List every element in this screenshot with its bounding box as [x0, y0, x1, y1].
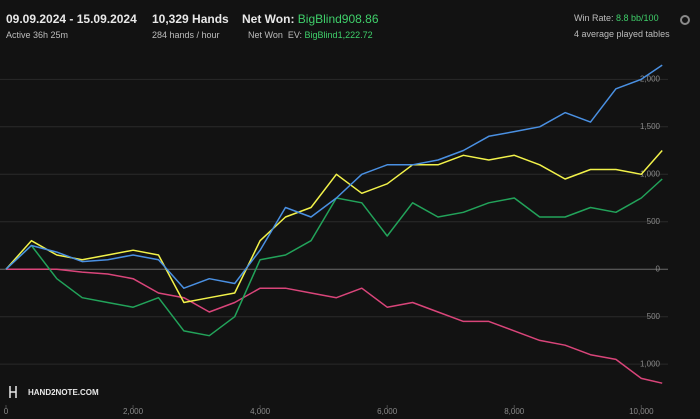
- net-won: Net Won: BigBlind908.86: [242, 12, 379, 26]
- gear[interactable]: [680, 15, 690, 25]
- logo-icon: [9, 386, 17, 398]
- logo: HAND2NOTE.COM: [9, 386, 99, 398]
- hands: 10,329 Hands: [152, 12, 229, 26]
- series-line: [6, 268, 663, 384]
- series-line: [5, 150, 663, 304]
- x-tick-label: 6,000: [377, 407, 398, 416]
- x-tick-label: 8,000: [504, 407, 525, 416]
- series-line: [5, 64, 663, 289]
- y-tick-label: 1,000: [640, 169, 661, 178]
- net-won-ev-label: Net Won EV:: [248, 30, 303, 40]
- net-won-ev: Net Won EV: BigBlind1,222.72: [248, 30, 373, 40]
- y-tick-label: 1,500: [640, 122, 661, 131]
- y-tick-label: 2,000: [640, 74, 661, 83]
- x-tick-label: 4,000: [250, 407, 271, 416]
- active-time: Active 36h 25m: [6, 30, 69, 40]
- logo-text: HAND2NOTE.COM: [28, 388, 99, 397]
- y-tick-label: 1,000: [640, 359, 661, 368]
- win-rate-label: Win Rate:: [574, 13, 614, 23]
- tables: 4 average played tables: [574, 29, 670, 39]
- series-line: [5, 178, 663, 337]
- plot: 2,000 1,500 1,000 500 0 500 1,000 0 2,000 4,000 6,…: [0, 64, 668, 416]
- net-won-label: Net Won:: [242, 12, 295, 26]
- net-won-ev-value: BigBlind1,222.72: [304, 30, 373, 40]
- y-tick-label: 500: [647, 217, 661, 226]
- x-tick-label: 10,000: [629, 407, 654, 416]
- net-won-value: BigBlind908.86: [297, 12, 379, 26]
- y-tick-label: 0: [656, 264, 661, 273]
- x-tick-label: 0: [4, 407, 9, 416]
- date-range: 09.09.2024 - 15.09.2024: [6, 12, 137, 26]
- hands-per-hour: 284 hands / hour: [152, 30, 220, 40]
- settings-icon[interactable]: [680, 15, 690, 25]
- y-tick-label: 500: [647, 312, 661, 321]
- win-rate-value: 8.8 bb/100: [616, 13, 659, 23]
- win-rate: Win Rate: 8.8 bb/100: [574, 13, 659, 23]
- x-tick-label: 2,000: [123, 407, 144, 416]
